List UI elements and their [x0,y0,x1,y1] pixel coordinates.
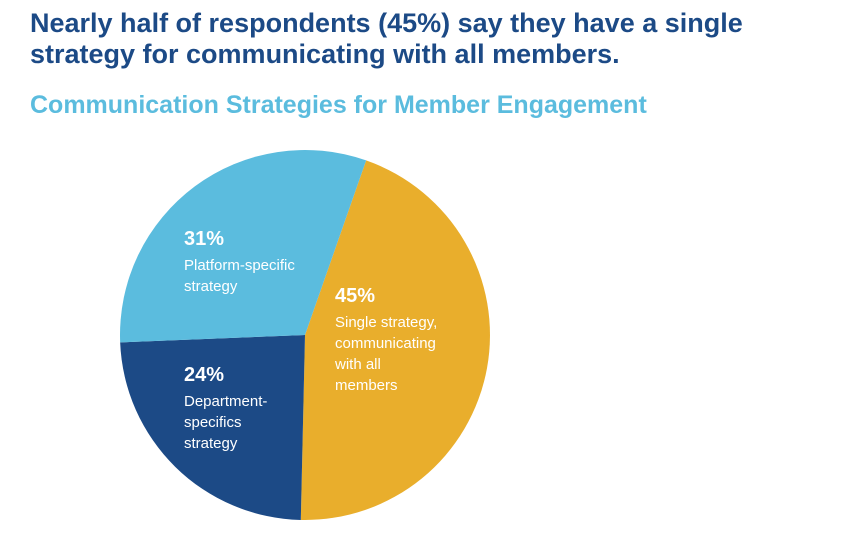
slice-label-department: specifics [184,414,242,431]
headline: Nearly half of respondents (45%) say the… [30,8,743,69]
slice-label-department: Department- [184,393,267,410]
slice-label-department: strategy [184,435,238,452]
pie-slice-platform [120,150,367,343]
slice-label-platform: strategy [184,278,238,295]
slice-label-single: with all [334,356,381,373]
pie-labels: 45% Single strategy, communicating with all… [184,228,437,452]
pie-slice-department [120,335,306,520]
slice-label-single: members [335,377,398,394]
chart-title: Communication Strategies for Member Enga… [30,91,647,119]
pie-slice-single [300,160,490,520]
slice-label-single: communicating [335,335,436,352]
slice-percent-department: 24% [184,364,224,386]
slice-label-platform: Platform-specific [184,257,295,274]
slice-percent-platform: 31% [184,228,224,250]
slice-label-single: Single strategy, [335,314,437,331]
pie-slices [120,150,490,520]
slice-percent-single: 45% [335,285,375,307]
